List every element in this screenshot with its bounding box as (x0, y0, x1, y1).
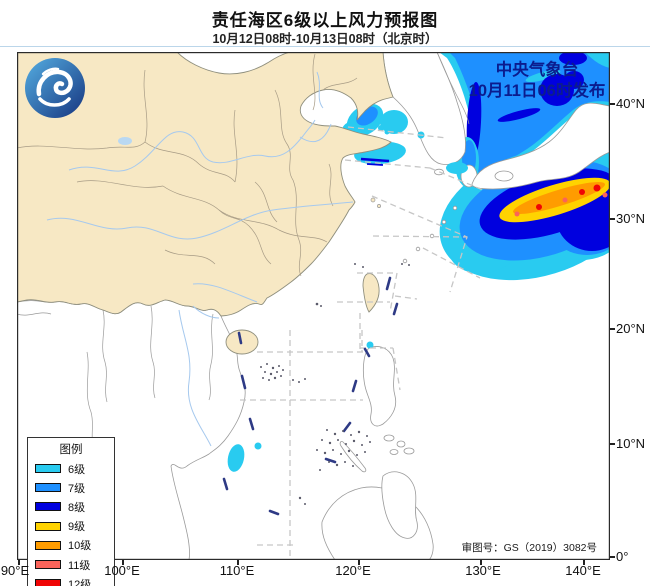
x-axis-label: 120°E (335, 563, 371, 578)
storm-core-extreme-wind (514, 184, 608, 217)
nine-dash-line (222, 276, 399, 516)
legend-item: 9级 (28, 517, 114, 536)
y-tick (610, 556, 615, 558)
x-tick (18, 560, 20, 565)
russia-coastline (436, 52, 470, 125)
legend-swatch-8 (35, 502, 61, 512)
y-tick (610, 218, 615, 220)
province-borders (17, 53, 358, 277)
y-tick (610, 443, 615, 445)
y-axis-label: 40°N (616, 96, 646, 111)
page-title: 责任海区6级以上风力预报图 (211, 11, 439, 30)
x-axis-label: 130°E (465, 563, 501, 578)
x-tick (583, 560, 585, 565)
legend-item: 10级 (28, 536, 114, 555)
mindanao-island (381, 471, 418, 539)
wind-patches-south-china-sea (227, 341, 374, 472)
header-divider (0, 46, 650, 47)
legend-swatch-9 (35, 521, 61, 531)
x-tick (122, 560, 124, 565)
issue-time: 10月11日06时发布 (468, 82, 606, 100)
x-axis-label: 140°E (565, 563, 601, 578)
y-axis-label: 0° (616, 549, 629, 564)
sea-area-boundaries (240, 126, 484, 560)
legend-swatch-6 (35, 464, 61, 474)
x-tick (237, 560, 239, 565)
page-subtitle: 10月12日08时-10月13日08时（北京时） (212, 32, 438, 46)
y-axis-label: 10°N (616, 436, 646, 451)
wind-forecast-map (17, 52, 610, 560)
issuer-label: 中央气象台 10月11日06时发布 (444, 60, 630, 102)
legend-item: 8级 (28, 497, 114, 516)
legend-item: 7级 (28, 478, 114, 497)
legend-box: 图例 6级 7级 8级 9级 10级 11级 12级 (27, 437, 115, 586)
legend-item: 11级 (28, 555, 114, 574)
southeast-asia-islands (321, 346, 434, 560)
palawan-island (339, 440, 367, 473)
islet-dots (260, 263, 410, 505)
rivers (46, 71, 354, 447)
legend-title: 图例 (59, 444, 83, 456)
jeju-island (434, 168, 444, 176)
legend-swatch-12 (35, 579, 61, 586)
x-axis-label: 90°E (0, 563, 30, 578)
ryukyu-islands (370, 197, 458, 264)
legend-swatch-10 (35, 540, 61, 550)
x-tick (358, 560, 360, 565)
x-axis-label: 100°E (104, 563, 140, 578)
y-tick (610, 103, 615, 105)
map-approval-number: 审图号：GS（2019）3082号 (461, 542, 597, 554)
y-axis-label: 30°N (616, 211, 646, 226)
luzon-island (362, 346, 397, 427)
legend-item: 12级 (28, 574, 114, 586)
y-axis-label: 20°N (616, 321, 646, 336)
map-frame (17, 52, 610, 560)
issuer-name: 中央气象台 (495, 61, 579, 79)
x-axis-label: 110°E (219, 563, 255, 578)
x-tick (480, 560, 482, 565)
legend-swatch-11 (35, 560, 61, 570)
y-tick (610, 328, 615, 330)
lake (118, 137, 132, 145)
legend-swatch-7 (35, 483, 61, 493)
legend-item: 6级 (28, 459, 114, 478)
cma-logo (23, 56, 87, 120)
